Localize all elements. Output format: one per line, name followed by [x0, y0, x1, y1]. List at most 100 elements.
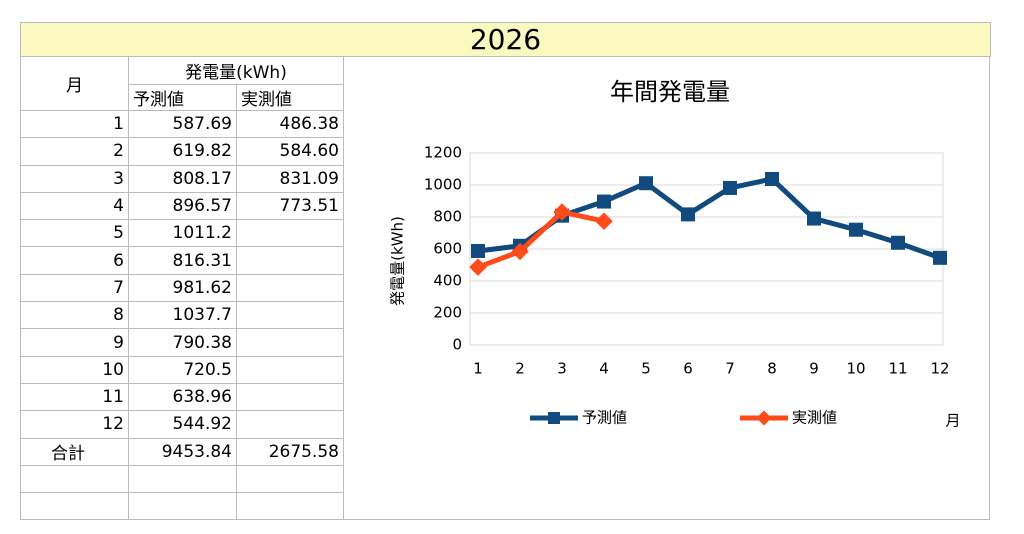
table-row: 1 587.69 486.38: [20, 109, 344, 139]
series-line: [477, 176, 941, 261]
x-tick-label: 4: [599, 360, 609, 378]
legend-marker: [548, 412, 560, 424]
y-tick-label: 200: [433, 304, 462, 322]
table-cell: [236, 328, 344, 357]
table-cell: 831.09: [236, 164, 344, 193]
table-cell: 10: [20, 355, 129, 384]
table-row: [20, 492, 344, 521]
data-point: [469, 258, 487, 276]
x-tick-label: 6: [683, 360, 693, 378]
table-cell: 4: [20, 191, 129, 221]
table-cell: 8: [20, 301, 129, 330]
table-row: 4 896.57 773.51: [20, 191, 344, 221]
legend-label: 予測値: [582, 409, 627, 427]
data-point: [681, 207, 695, 222]
table-row: 9 790.38: [20, 328, 344, 357]
table-row: 合計 9453.84 2675.58: [20, 437, 344, 466]
month-header: 月: [20, 56, 129, 111]
table-cell: 12: [20, 410, 129, 439]
table-cell: 981.62: [128, 273, 237, 303]
table-row: 5 1011.2: [20, 219, 344, 248]
table-cell: 11: [20, 382, 129, 412]
table-cell: 638.96: [128, 382, 237, 412]
x-tick-label: 8: [767, 360, 777, 378]
chart-title: 年間発電量: [610, 78, 730, 106]
x-tick-label: 9: [809, 360, 819, 378]
empty-cell: [20, 492, 129, 521]
data-table: 月発電量(kWh) 予測値 実測値 1 587.69 486.38 2 619.82 584.6…: [20, 56, 344, 521]
table-cell: [236, 219, 344, 248]
table-cell: 1037.7: [128, 301, 237, 330]
empty-cell: [236, 492, 344, 521]
table-cell: 587.69: [128, 109, 237, 139]
table-cell: 790.38: [128, 328, 237, 357]
empty-cell: [236, 464, 344, 494]
legend-marker: [756, 410, 772, 426]
x-tick-label: 1: [473, 360, 483, 378]
table-row: 2 619.82 584.60: [20, 137, 344, 166]
table-row: 7 981.62: [20, 273, 344, 303]
table-row: 3 808.17 831.09: [20, 164, 344, 193]
data-point: [595, 212, 613, 230]
table-cell: 1: [20, 109, 129, 139]
table-row: [20, 464, 344, 494]
x-tick-label: 3: [557, 360, 567, 378]
legend-label: 実測値: [792, 409, 837, 427]
table-cell: 816.31: [128, 246, 237, 275]
table-row: 8 1037.7: [20, 301, 344, 330]
y-tick-label: 600: [433, 240, 462, 258]
data-point: [807, 211, 821, 226]
empty-cell: [128, 492, 237, 521]
series-line: [477, 209, 605, 270]
table-cell: 584.60: [236, 137, 344, 166]
y-tick-label: 1000: [424, 176, 462, 194]
table-cell: 2: [20, 137, 129, 166]
column-header: 実測値: [236, 84, 344, 111]
plot-frame: [469, 152, 944, 346]
table-cell: 486.38: [236, 109, 344, 139]
x-tick-label: 5: [641, 360, 651, 378]
data-point: [933, 250, 947, 265]
table-cell: [236, 355, 344, 384]
x-tick-label: 11: [888, 360, 907, 378]
group-header: 発電量(kWh): [128, 56, 344, 85]
data-point: [849, 222, 863, 237]
table-row: 6 816.31: [20, 246, 344, 275]
table-row: 12 544.92: [20, 410, 344, 439]
table-cell: 5: [20, 219, 129, 248]
table-cell: 3: [20, 164, 129, 193]
table-cell: 720.5: [128, 355, 237, 384]
sheet-title: 2026: [20, 22, 991, 57]
table-cell: 9: [20, 328, 129, 357]
y-tick-label: 400: [433, 272, 462, 290]
data-point: [639, 176, 653, 191]
table-cell: [236, 382, 344, 412]
total-cell: 9453.84: [128, 437, 237, 466]
table-cell: [236, 273, 344, 303]
x-tick-label: 12: [930, 360, 949, 378]
table-row: 11 638.96: [20, 382, 344, 412]
total-cell: 2675.58: [236, 437, 344, 466]
data-point: [553, 203, 571, 221]
table-cell: 544.92: [128, 410, 237, 439]
y-tick-label: 800: [433, 208, 462, 226]
table-cell: 773.51: [236, 191, 344, 221]
column-header: 予測値: [128, 84, 237, 111]
table-row: 10 720.5: [20, 355, 344, 384]
x-tick-label: 7: [725, 360, 735, 378]
data-point: [471, 243, 485, 258]
table-cell: 808.17: [128, 164, 237, 193]
data-point: [511, 242, 529, 261]
table-cell: [236, 301, 344, 330]
y-tick-label: 0: [452, 336, 462, 354]
table-cell: 1011.2: [128, 219, 237, 248]
y-axis-label: 発電量(kWh): [389, 216, 407, 306]
table-cell: 7: [20, 273, 129, 303]
table-cell: [236, 246, 344, 275]
data-point: [765, 171, 779, 186]
data-point: [597, 194, 611, 209]
total-cell: 合計: [20, 437, 129, 466]
data-point: [723, 180, 737, 195]
